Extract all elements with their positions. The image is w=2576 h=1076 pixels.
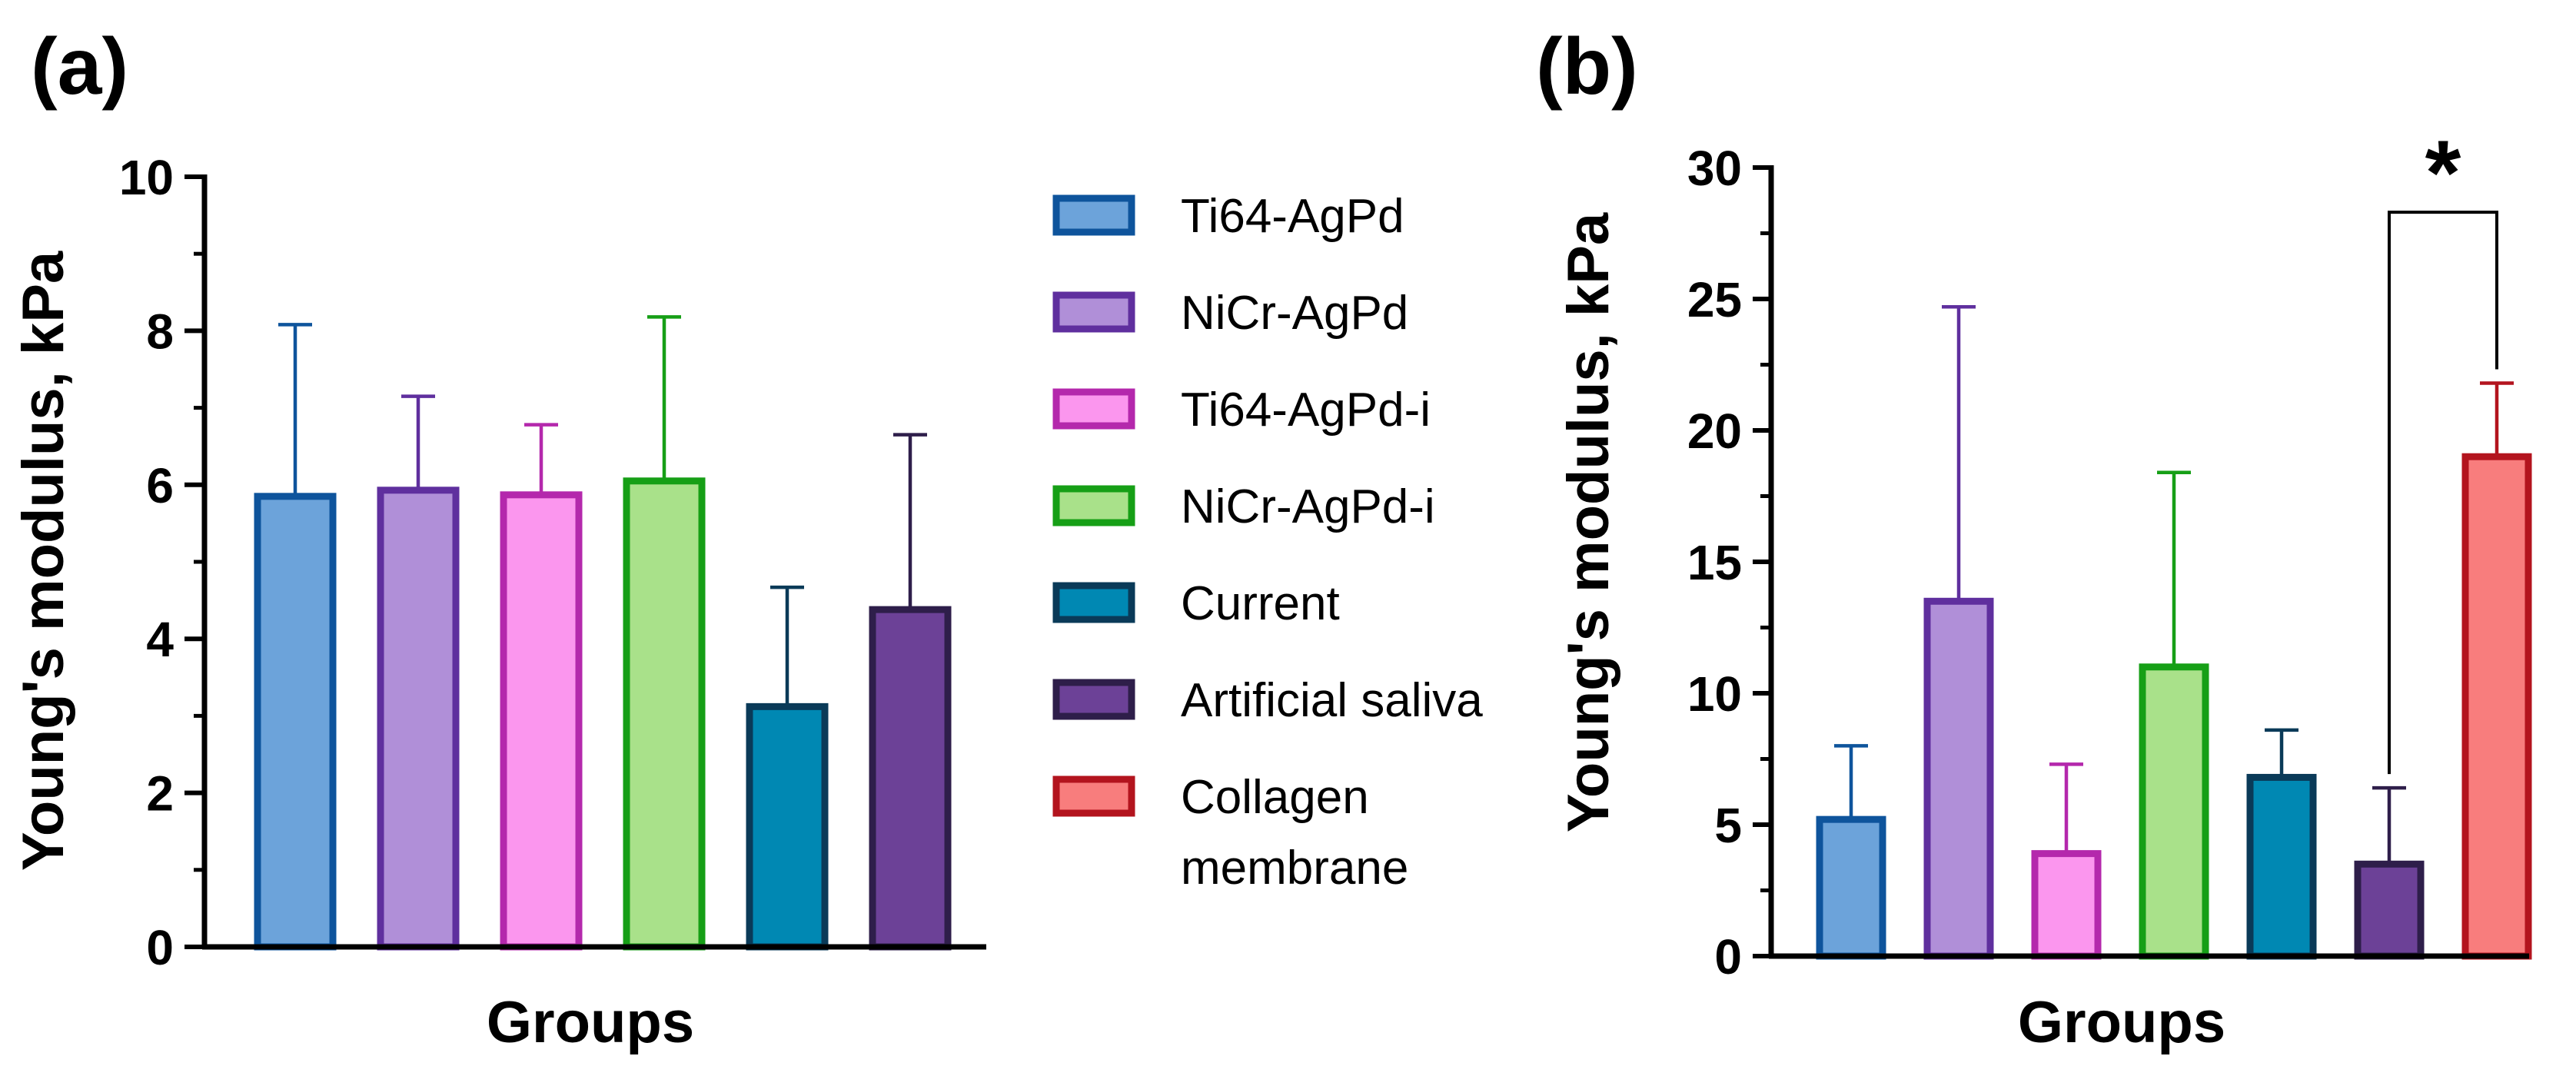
legend-swatch bbox=[1052, 679, 1135, 720]
legend-label: Artificial saliva bbox=[1181, 674, 1483, 727]
y-tick-label: 5 bbox=[1714, 798, 1742, 853]
y-tick-label: 6 bbox=[146, 458, 174, 513]
y-tick-label: 30 bbox=[1687, 141, 1742, 196]
legend: Ti64-AgPd NiCr-AgPd Ti64-AgPd-i NiCr-AgPd-i… bbox=[1052, 190, 1483, 895]
bar-current bbox=[746, 702, 829, 951]
bar-ti64-agpd-i bbox=[500, 491, 583, 951]
y-tick-label: 0 bbox=[1714, 929, 1742, 985]
significance-bracket: * bbox=[2388, 121, 2498, 775]
y-tick-label: 10 bbox=[1687, 666, 1742, 722]
bar-collagen-membrane bbox=[2461, 453, 2532, 960]
y-tick-label: 10 bbox=[119, 150, 174, 205]
x-axis-title-a: Groups bbox=[487, 990, 694, 1055]
legend-label: NiCr-AgPd-i bbox=[1181, 480, 1435, 533]
legend-swatch bbox=[1052, 291, 1135, 333]
y-tick-label: 25 bbox=[1687, 272, 1742, 327]
legend-label: Collagen membrane bbox=[1181, 771, 1408, 895]
legend-swatch bbox=[1052, 582, 1135, 623]
significance-star: * bbox=[2425, 121, 2461, 224]
chart-panel-b: 0 5 10 15 20 25 30 * Groups Young's modulus, k… bbox=[1556, 121, 2532, 1055]
legend-swatch bbox=[1052, 775, 1135, 817]
y-axis-b: 0 5 10 15 20 25 30 bbox=[1687, 141, 1771, 985]
bar-artificial-saliva bbox=[2354, 860, 2425, 960]
y-tick-label: 15 bbox=[1687, 535, 1742, 590]
chart-panel-a: 0 2 4 6 8 10 Groups Young's modulus, kPa bbox=[11, 150, 986, 1055]
bar-ti64-agpd bbox=[1816, 815, 1886, 960]
legend-swatch bbox=[1052, 194, 1135, 236]
x-axis-title-b: Groups bbox=[2018, 990, 2225, 1055]
y-tick-label: 20 bbox=[1687, 404, 1742, 459]
legend-swatch bbox=[1052, 388, 1135, 430]
y-axis-a: 0 2 4 6 8 10 bbox=[119, 150, 204, 975]
legend-label: Ti64-AgPd bbox=[1181, 190, 1404, 243]
bar-current bbox=[2246, 773, 2317, 960]
bar-nicr-agpd-i bbox=[2139, 663, 2209, 960]
y-tick-label: 8 bbox=[146, 304, 174, 359]
y-tick-label: 4 bbox=[146, 612, 174, 667]
legend-label: Current bbox=[1181, 577, 1340, 630]
bars-a bbox=[254, 315, 952, 951]
bar-ti64-agpd bbox=[254, 493, 337, 951]
y-axis-title-a: Young's modulus, kPa bbox=[11, 251, 76, 871]
legend-swatch bbox=[1052, 485, 1135, 526]
bar-nicr-agpd-i bbox=[623, 477, 706, 951]
panel-label-a: (a) bbox=[31, 22, 128, 111]
panel-label-b: (b) bbox=[1536, 22, 1638, 111]
bar-nicr-agpd bbox=[377, 487, 460, 951]
bar-nicr-agpd bbox=[1923, 597, 1994, 960]
legend-label: Ti64-AgPd-i bbox=[1181, 384, 1431, 437]
bar-ti64-agpd-i bbox=[2031, 850, 2102, 960]
bar-artificial-saliva bbox=[869, 606, 952, 951]
y-tick-label: 0 bbox=[146, 920, 174, 975]
legend-label: NiCr-AgPd bbox=[1181, 287, 1408, 340]
y-axis-title-b: Young's modulus, kPa bbox=[1556, 212, 1621, 832]
significance-line bbox=[2388, 211, 2498, 775]
y-tick-label: 2 bbox=[146, 766, 174, 822]
bars-b bbox=[1816, 305, 2532, 960]
